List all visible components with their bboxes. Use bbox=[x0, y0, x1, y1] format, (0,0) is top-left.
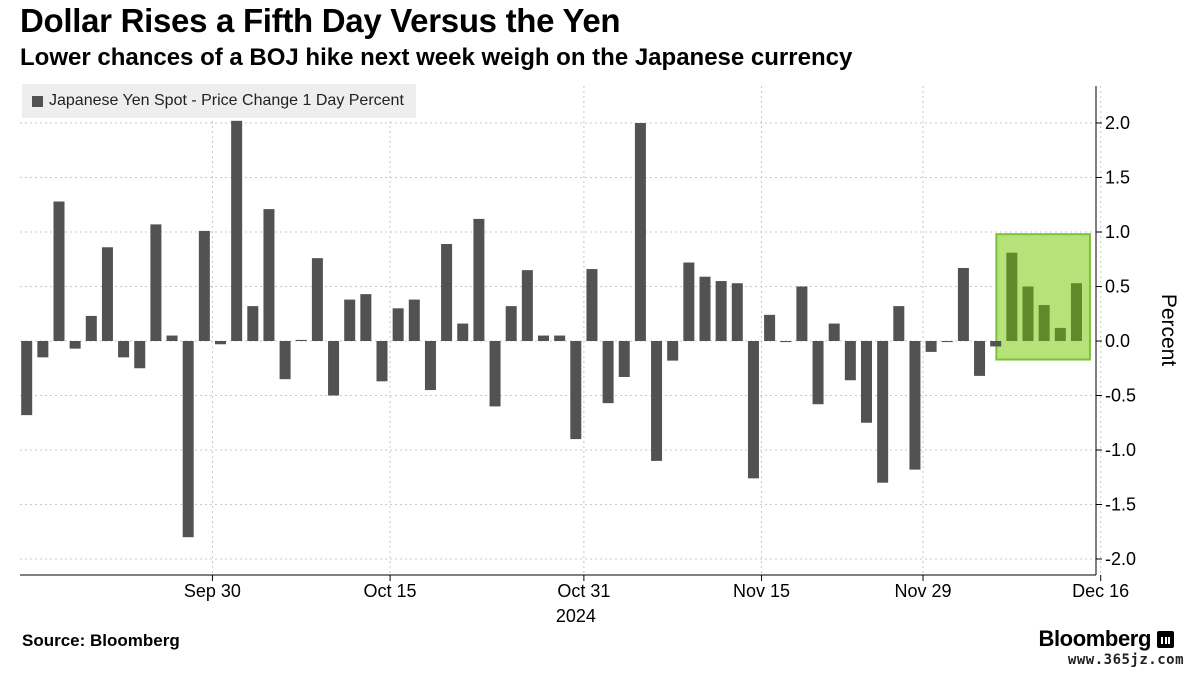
bar bbox=[764, 314, 776, 341]
bar bbox=[134, 341, 146, 369]
bar bbox=[53, 201, 65, 341]
y-tick-label: 0.5 bbox=[1105, 277, 1130, 297]
bar bbox=[101, 247, 113, 341]
bar bbox=[651, 341, 663, 461]
bar bbox=[279, 341, 291, 380]
x-tick-label: Oct 15 bbox=[364, 581, 417, 601]
bar bbox=[215, 341, 226, 345]
bar bbox=[747, 341, 759, 479]
bar bbox=[861, 341, 872, 423]
bar bbox=[715, 281, 727, 341]
bar bbox=[1006, 252, 1018, 341]
bar bbox=[247, 306, 259, 341]
grid-lines bbox=[20, 86, 1102, 575]
bar bbox=[37, 341, 49, 358]
bars bbox=[21, 120, 1082, 538]
bloomberg-terminal-icon bbox=[1157, 630, 1174, 648]
bar bbox=[586, 269, 598, 341]
bar bbox=[941, 341, 953, 343]
bar bbox=[796, 286, 808, 341]
chart-title: Dollar Rises a Fifth Day Versus the Yen bbox=[20, 2, 621, 39]
bar bbox=[150, 224, 162, 341]
source-note: Source: Bloomberg bbox=[22, 631, 180, 650]
bar bbox=[1022, 286, 1034, 341]
bar bbox=[521, 270, 533, 341]
y-tick-label: 1.5 bbox=[1105, 168, 1130, 188]
bar bbox=[392, 308, 404, 341]
bar bbox=[69, 341, 81, 349]
x-tick-label: Nov 15 bbox=[733, 581, 790, 601]
bar bbox=[828, 323, 840, 341]
bar bbox=[376, 341, 388, 382]
bar bbox=[231, 120, 243, 341]
bar bbox=[844, 341, 856, 381]
bar bbox=[457, 323, 469, 341]
bar bbox=[198, 230, 210, 341]
bar bbox=[424, 341, 436, 391]
y-axis-label: Percent bbox=[1157, 294, 1180, 367]
bar bbox=[602, 341, 614, 404]
bar bbox=[1054, 327, 1066, 341]
bar bbox=[1070, 283, 1082, 341]
bar bbox=[974, 341, 986, 376]
chart-subtitle: Lower chances of a BOJ hike next week we… bbox=[20, 44, 853, 71]
legend: Japanese Yen Spot - Price Change 1 Day P… bbox=[22, 84, 416, 118]
legend-swatch bbox=[32, 95, 43, 107]
bar bbox=[505, 306, 517, 341]
bar bbox=[909, 341, 921, 470]
y-tick-label: -1.0 bbox=[1105, 440, 1136, 460]
bar bbox=[957, 267, 969, 341]
bar bbox=[925, 341, 937, 352]
bar bbox=[1038, 305, 1050, 341]
bar bbox=[311, 258, 323, 341]
bar bbox=[263, 209, 275, 341]
y-tick-label: 2.0 bbox=[1105, 113, 1130, 133]
y-tick-label: -2.0 bbox=[1105, 549, 1136, 569]
bar bbox=[812, 341, 824, 405]
x-tick-label: Dec 16 bbox=[1072, 581, 1129, 601]
legend-label: Japanese Yen Spot - Price Change 1 Day P… bbox=[49, 92, 404, 109]
bar bbox=[554, 335, 566, 341]
bar bbox=[441, 243, 453, 341]
x-tick-label: Sep 30 bbox=[184, 581, 241, 601]
bar bbox=[667, 341, 679, 361]
bar bbox=[344, 299, 356, 341]
bar bbox=[634, 123, 646, 341]
bar bbox=[118, 341, 130, 358]
y-tick-label: 1.0 bbox=[1105, 222, 1130, 242]
bar bbox=[538, 335, 549, 341]
bar bbox=[166, 335, 178, 341]
x-year-label: 2024 bbox=[556, 606, 596, 626]
y-tick-label: -0.5 bbox=[1105, 386, 1136, 406]
axes: 2.0 1.5 1.0 0.5 0.0 -0.5 -1.0 -1.5 -2.0 Sep 30 Oct… bbox=[20, 86, 1136, 626]
bar bbox=[360, 294, 372, 341]
bar bbox=[85, 315, 97, 341]
bar bbox=[990, 341, 1002, 347]
x-tick-label: Nov 29 bbox=[895, 581, 952, 601]
bar bbox=[699, 276, 711, 341]
bar bbox=[780, 341, 792, 343]
y-tick-label: 0.0 bbox=[1105, 331, 1130, 351]
bar bbox=[489, 341, 501, 407]
bar bbox=[328, 341, 340, 396]
bar bbox=[877, 341, 889, 483]
bar bbox=[731, 283, 743, 341]
bar bbox=[683, 262, 695, 341]
brand-name: Bloomberg bbox=[1038, 626, 1151, 651]
x-tick-label: Oct 31 bbox=[557, 581, 610, 601]
bar bbox=[182, 341, 194, 538]
bar bbox=[473, 218, 485, 341]
watermark: www.365jz.com bbox=[1067, 652, 1184, 668]
bar bbox=[408, 299, 420, 341]
bar bbox=[21, 341, 33, 416]
bar bbox=[570, 341, 582, 440]
bloomberg-logo: Bloomberg bbox=[1038, 626, 1174, 652]
bar bbox=[893, 306, 905, 341]
bar bbox=[618, 341, 630, 377]
bar bbox=[295, 339, 307, 341]
y-tick-label: -1.5 bbox=[1105, 495, 1136, 515]
